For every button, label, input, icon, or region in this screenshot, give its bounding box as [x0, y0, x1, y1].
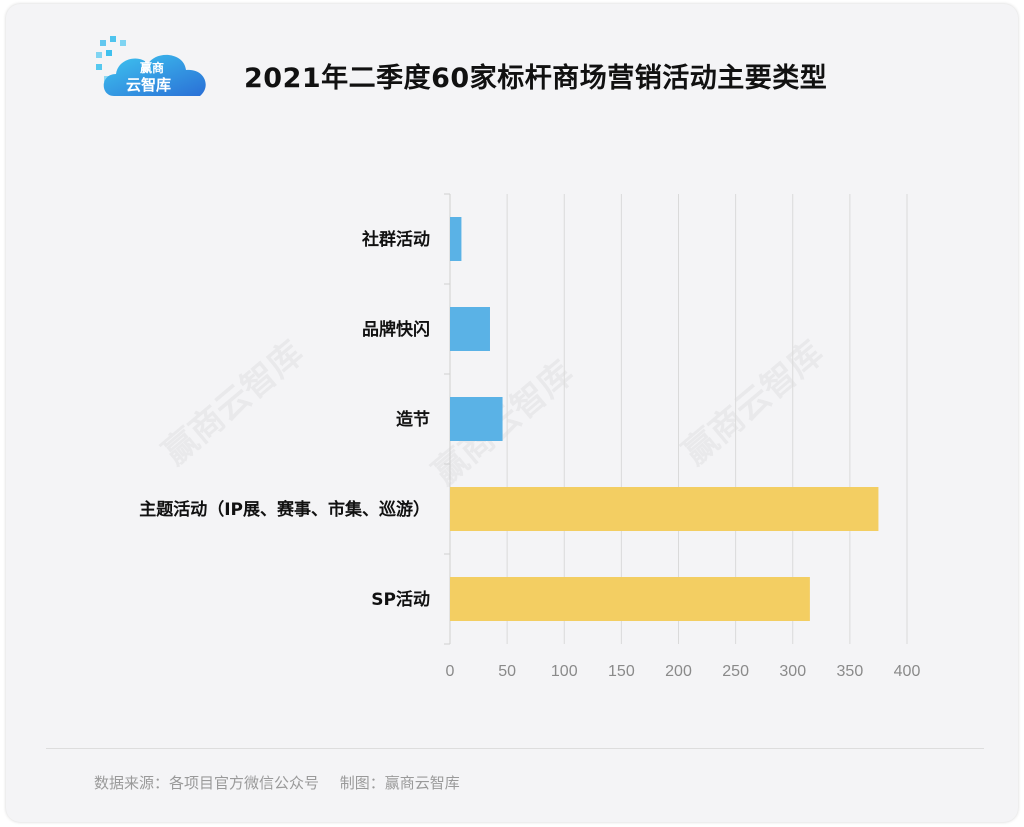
logo-text-bottom: 云智库 [126, 76, 171, 94]
bar-chart: 0 50 100 150 200 250 300 350 400 社群活动品牌快闪造节主题活动（I… [139, 193, 921, 680]
x-tick-label: 150 [608, 663, 635, 680]
bar [450, 397, 503, 441]
bar [450, 217, 462, 261]
category-label: 品牌快闪 [362, 319, 430, 340]
footer: 数据来源：各项目官方微信公众号 制图：赢商云智库 [94, 772, 476, 793]
category-label: 社群活动 [361, 229, 430, 250]
x-tick-label: 100 [551, 663, 578, 680]
category-label: 造节 [396, 409, 430, 430]
x-tick-label: 250 [722, 663, 749, 680]
bar [450, 307, 490, 351]
category-label: SP活动 [371, 589, 430, 610]
footer-divider [46, 748, 984, 749]
x-tick-label: 50 [498, 663, 516, 680]
logo-text-top: 赢商 [140, 60, 164, 75]
bar [450, 577, 810, 621]
x-tick-label: 200 [665, 663, 692, 680]
x-tick-label: 400 [894, 663, 921, 680]
yingshang-logo: 赢商 云智库 [96, 36, 206, 96]
category-label: 主题活动（IP展、赛事、市集、巡游） [139, 499, 430, 520]
chart-card: 赢商 云智库 2021年二季度60家标杆商场营销活动主要类型 赢商云智库 赢商云… [6, 4, 1018, 822]
footer-maker: 制图：赢商云智库 [339, 774, 460, 792]
footer-source: 数据来源：各项目官方微信公众号 [94, 774, 320, 792]
x-tick-label: 0 [446, 663, 455, 680]
x-tick-label: 350 [837, 663, 864, 680]
bar [450, 487, 879, 531]
chart-title: 2021年二季度60家标杆商场营销活动主要类型 [244, 63, 828, 94]
x-tick-label: 300 [779, 663, 806, 680]
